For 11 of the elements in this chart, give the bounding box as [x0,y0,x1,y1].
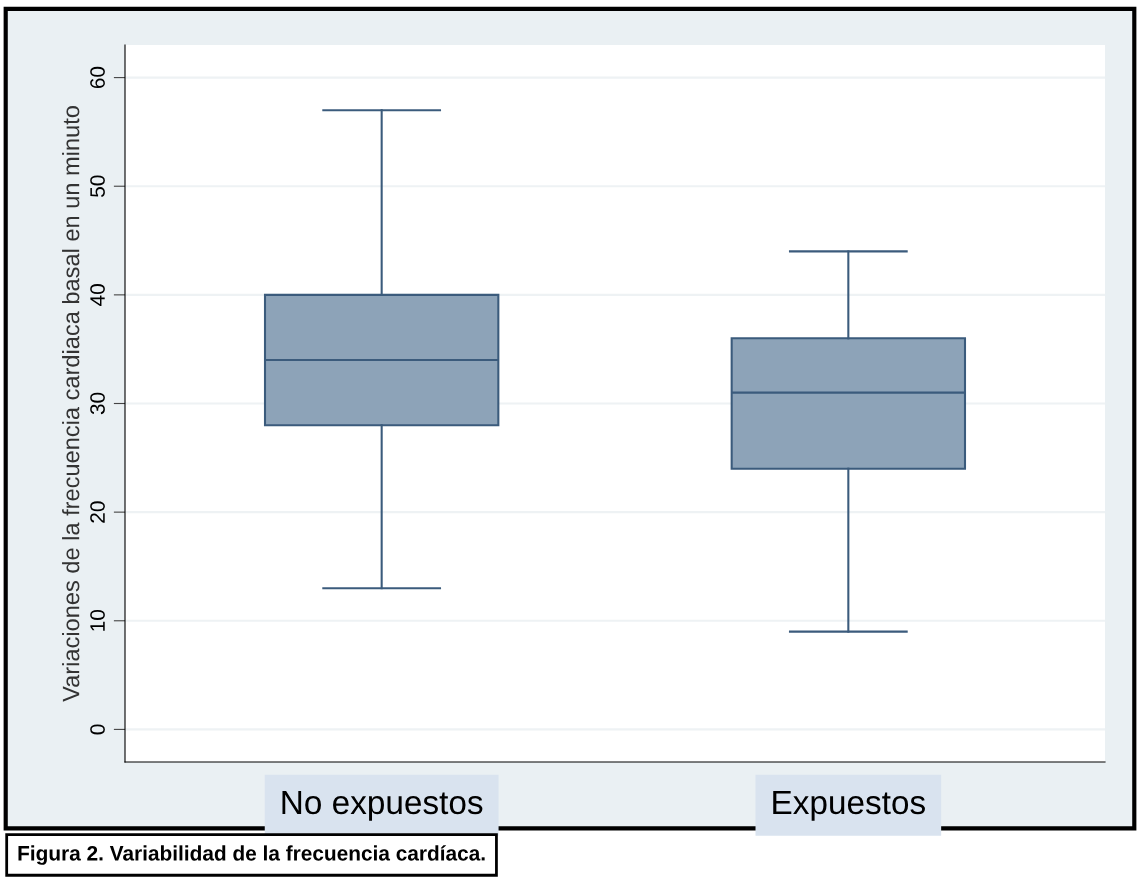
y-axis-title: Variaciones de la frecuencia cardiaca basal en un minuto [62,106,80,702]
y-tick-label: 30 [90,392,105,415]
y-tick-label: 10 [90,610,105,631]
text: Figura 2. Variabilidad de la frecuencia cardíaca. [18,845,485,865]
y-tick-label: 40 [90,284,105,306]
y-tick-label: 60 [90,66,105,89]
y-tick-label: 50 [90,175,105,197]
x-tick-label: No expuestos [282,791,483,821]
y-tick-label: 0 [90,724,105,735]
x-tick-label: Expuestos [773,791,925,821]
y-tick-label: 20 [90,501,105,523]
